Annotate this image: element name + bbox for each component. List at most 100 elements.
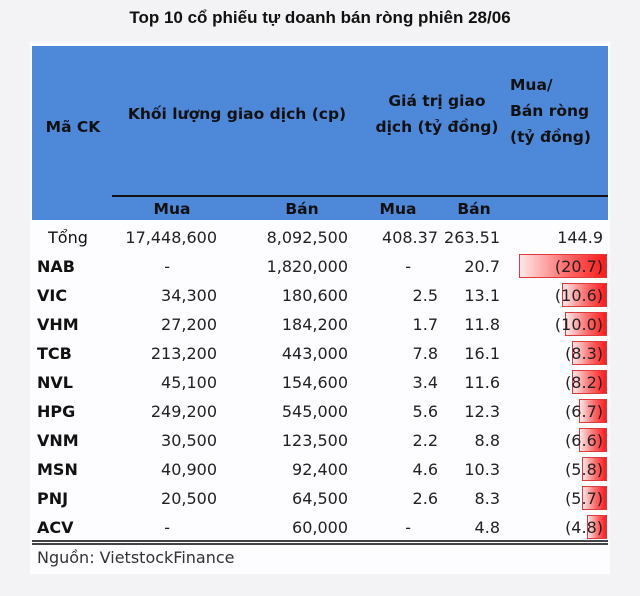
table-header: Mã CK Khối lượng giao dịch (cp) Giá trị … [32,46,608,220]
volume-buy: 30,500 [161,431,217,450]
table-row: VNM 30,500 123,500 2.2 8.8 (6.6) [30,426,610,455]
volume-buy: 249,200 [150,402,217,421]
value-sell: 20.7 [464,257,500,276]
net-value: (8.2) [565,373,603,392]
stock-code: NAB [37,257,75,276]
volume-sell: 92,400 [292,460,348,479]
stock-code: TCB [37,344,72,363]
header-value-line1: Giá trị giao [388,92,486,110]
volume-sell: 184,200 [281,315,348,334]
volume-sell: 154,600 [281,373,348,392]
table-row-total: Tổng 17,448,600 8,092,500 408.37 263.51 144.9 [30,223,610,252]
net-sell-databar [562,283,607,307]
volume-buy: 213,200 [150,344,217,363]
net-sell-databar [519,254,607,278]
table-row: MSN 40,900 92,400 4.6 10.3 (5.8) [30,455,610,484]
net-sell-databar [572,370,607,394]
stock-code: VIC [37,286,68,305]
value-sell: 263.51 [444,228,500,247]
stock-code: Tổng [48,228,88,247]
value-sell: 13.1 [464,286,500,305]
volume-buy: 34,300 [161,286,217,305]
net-sell-databar [587,515,607,539]
stock-code: VHM [37,315,79,334]
header-value-line2: dịch (tỷ đồng) [375,118,499,136]
volume-buy: 40,900 [161,460,217,479]
value-sell: 12.3 [464,402,500,421]
header-net-line3: (tỷ đồng) [510,128,591,146]
volume-sell: 545,000 [281,402,348,421]
double-rule [32,540,608,545]
header-value: Giá trị giao dịch (tỷ đồng) [372,88,502,140]
table-row: NVL 45,100 154,600 3.4 11.6 (8.2) [30,368,610,397]
value-buy: 2.6 [412,489,438,508]
volume-sell: 1,820,000 [266,257,348,276]
header-divider [112,195,608,197]
net-value: (6.7) [565,402,603,421]
volume-buy: 45,100 [161,373,217,392]
header-volume: Khối lượng giao dịch (cp) [127,105,347,123]
value-sell: 10.3 [464,460,500,479]
net-value: (5.8) [565,460,603,479]
subheader-value-sell: Bán [457,200,491,218]
volume-buy: 20,500 [161,489,217,508]
value-buy: 2.2 [412,431,438,450]
header-net: Mua/ Bán ròng (tỷ đồng) [510,72,608,150]
table-body: Tổng 17,448,600 8,092,500 408.37 263.51 144.9… [30,223,610,542]
net-value: (8.3) [565,344,603,363]
net-sell-databar [582,486,607,510]
volume-buy: 27,200 [161,315,217,334]
stock-code: PNJ [37,489,69,508]
table-title: Top 10 cổ phiếu tự doanh bán ròng phiên … [129,8,511,27]
volume-buy: 17,448,600 [125,228,217,247]
value-buy: - [405,257,411,276]
table-row: PNJ 20,500 64,500 2.6 8.3 (5.7) [30,484,610,513]
data-table-card: Mã CK Khối lượng giao dịch (cp) Giá trị … [30,41,610,574]
net-value: (20.7) [554,257,603,276]
net-value: (10.6) [554,286,603,305]
value-buy: 3.4 [412,373,438,392]
value-sell: 11.6 [464,373,500,392]
table-row: VHM 27,200 184,200 1.7 11.8 (10.0) [30,310,610,339]
source-note: Nguồn: VietstockFinance [37,548,235,567]
value-buy: 2.5 [412,286,438,305]
value-sell: 4.8 [474,518,500,537]
value-buy: 7.8 [412,344,438,363]
table-row: VIC 34,300 180,600 2.5 13.1 (10.6) [30,281,610,310]
table-row: ACV - 60,000 - 4.8 (4.8) [30,513,610,542]
value-sell: 11.8 [464,315,500,334]
volume-sell: 123,500 [281,431,348,450]
volume-sell: 443,000 [281,344,348,363]
net-sell-databar [579,399,607,423]
value-buy: - [405,518,411,537]
net-value: (10.0) [554,315,603,334]
value-buy: 408.37 [382,228,438,247]
value-buy: 5.6 [412,402,438,421]
stock-code: VNM [37,431,79,450]
value-buy: 1.7 [412,315,438,334]
header-net-line1: Mua/ [510,76,553,94]
subheader-volume-buy: Mua [153,200,191,218]
stock-code: NVL [37,373,73,392]
table-row: NAB - 1,820,000 - 20.7 (20.7) [30,252,610,281]
value-buy: 4.6 [412,460,438,479]
volume-sell: 180,600 [281,286,348,305]
volume-buy: - [164,518,170,537]
stock-code: ACV [37,518,74,537]
volume-sell: 64,500 [292,489,348,508]
net-sell-databar [582,457,607,481]
net-value: (4.8) [565,518,603,537]
table-row: TCB 213,200 443,000 7.8 16.1 (8.3) [30,339,610,368]
net-sell-databar [579,428,607,452]
net-value: (6.6) [565,431,603,450]
volume-sell: 60,000 [292,518,348,537]
volume-buy: - [164,257,170,276]
net-sell-databar [572,341,607,365]
value-sell: 16.1 [464,344,500,363]
table-row: HPG 249,200 545,000 5.6 12.3 (6.7) [30,397,610,426]
stock-code: MSN [37,460,78,479]
value-sell: 8.8 [474,431,500,450]
volume-sell: 8,092,500 [266,228,348,247]
subheader-value-buy: Mua [379,200,417,218]
subheader-volume-sell: Bán [285,200,319,218]
